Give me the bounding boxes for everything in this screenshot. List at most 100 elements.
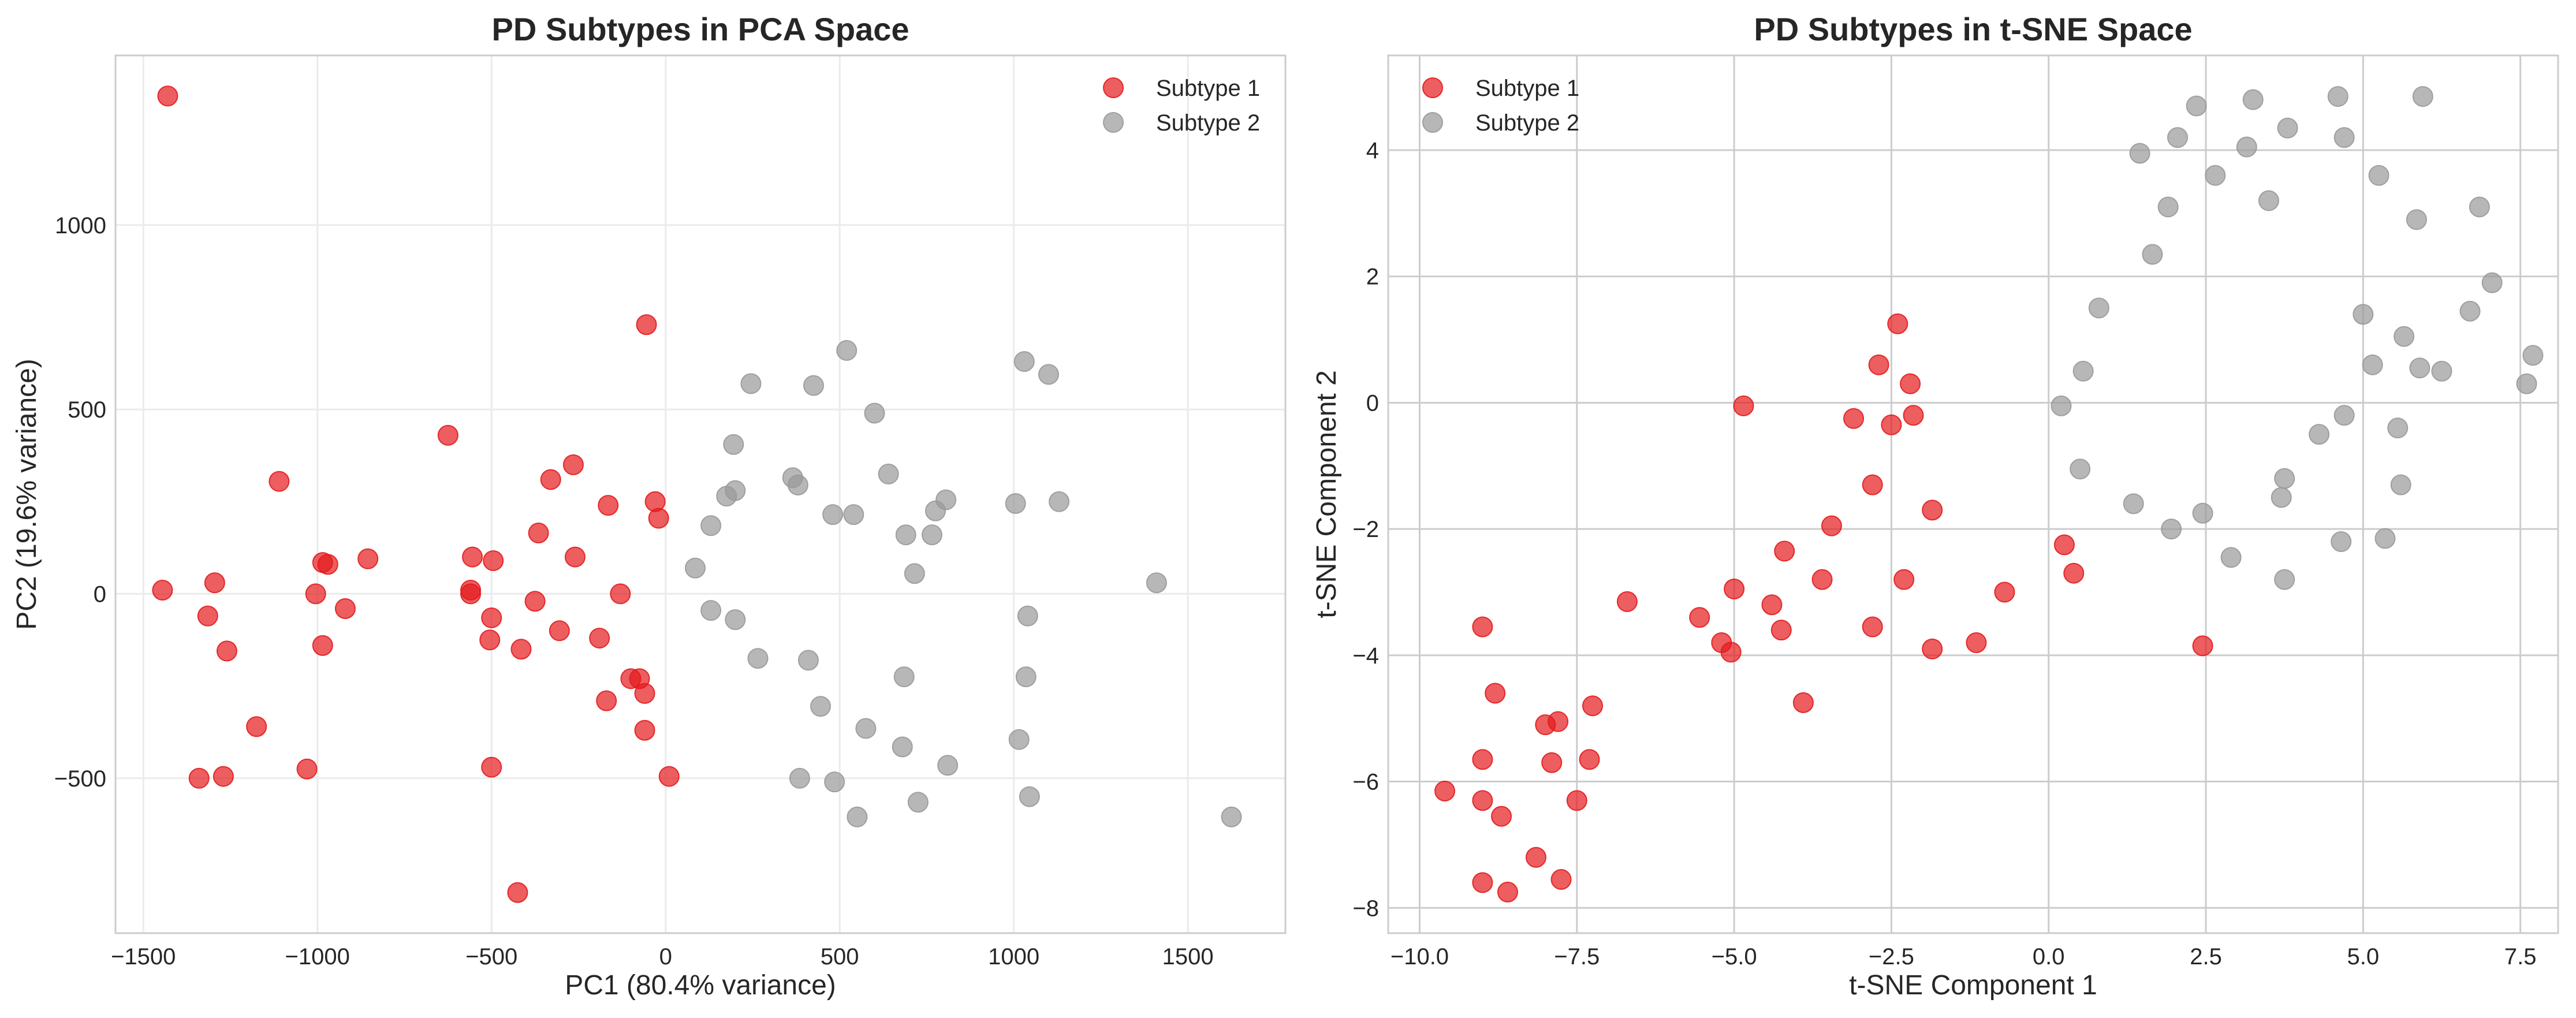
pca-x-tick-label: 1000	[988, 944, 1039, 969]
pca-point-subtype-1	[610, 583, 631, 605]
tsne-point-subtype-2	[2271, 487, 2292, 508]
tsne-legend-marker-subtype-2	[1422, 112, 1443, 133]
tsne-point-subtype-2	[2186, 95, 2207, 117]
tsne-y-tick-label: −6	[1352, 770, 1379, 795]
pca-point-subtype-1	[334, 598, 356, 619]
pca-point-subtype-2	[787, 475, 808, 496]
tsne-x-tick-label: −10.0	[1390, 944, 1449, 969]
pca-point-subtype-2	[843, 504, 864, 525]
pca-point-subtype-1	[204, 572, 225, 594]
pca-x-tick-label: −1500	[111, 944, 176, 969]
pca-point-subtype-1	[296, 758, 318, 780]
pca-point-subtype-2	[864, 402, 885, 424]
pca-point-subtype-2	[684, 557, 706, 579]
pca-point-subtype-2	[723, 434, 744, 455]
tsne-point-subtype-2	[2374, 528, 2396, 549]
tsne-point-subtype-2	[2236, 136, 2257, 158]
pca-point-subtype-2	[1005, 493, 1026, 514]
tsne-point-subtype-1	[1485, 683, 1506, 704]
tsne-point-subtype-1	[1566, 790, 1587, 811]
pca-point-subtype-2	[824, 771, 845, 793]
pca-point-subtype-2	[822, 504, 844, 525]
tsne-point-subtype-2	[2516, 373, 2537, 394]
pca-point-subtype-1	[562, 454, 584, 475]
pca-point-subtype-2	[1013, 351, 1035, 372]
tsne-point-subtype-2	[2409, 357, 2430, 379]
tsne-point-subtype-2	[2368, 165, 2389, 186]
tsne-point-subtype-1	[1472, 616, 1493, 637]
tsne-point-subtype-1	[1893, 569, 1915, 590]
pca-point-subtype-2	[725, 480, 746, 501]
tsne-point-subtype-1	[1582, 695, 1604, 717]
pca-point-subtype-2	[892, 736, 913, 758]
pca-legend-marker-subtype-2	[1103, 112, 1124, 133]
pca-point-subtype-1	[188, 767, 210, 789]
pca-point-subtype-2	[1038, 364, 1059, 385]
pca-point-subtype-1	[634, 719, 655, 741]
tsne-point-subtype-1	[1689, 607, 1710, 628]
tsne-point-subtype-2	[2431, 360, 2452, 382]
pca-point-subtype-1	[648, 508, 669, 529]
tsne-point-subtype-1	[1434, 780, 1456, 801]
tsne-point-subtype-1	[1887, 313, 1908, 334]
pca-point-subtype-2	[895, 524, 916, 546]
tsne-point-subtype-2	[2333, 127, 2355, 148]
tsne-y-tick-label: 4	[1366, 138, 1379, 163]
tsne-point-subtype-1	[1900, 373, 1921, 394]
tsne-point-subtype-2	[2220, 547, 2242, 568]
tsne-point-subtype-2	[2522, 345, 2544, 366]
tsne-point-subtype-1	[1472, 790, 1493, 811]
tsne-point-subtype-1	[1922, 499, 1943, 521]
tsne-point-subtype-2	[2277, 117, 2298, 139]
pca-point-subtype-2	[1015, 666, 1037, 688]
pca-point-subtype-2	[797, 650, 819, 671]
tsne-point-subtype-1	[2192, 635, 2213, 657]
tsne-point-subtype-2	[2331, 531, 2352, 553]
tsne-point-subtype-1	[1821, 515, 1842, 536]
pca-point-subtype-2	[789, 767, 810, 789]
tsne-tick-labels: −10.0 −7.5 −5.0 −2.5 0.0 2.5 5.0 7.5 −8 −6 −4 −2 0 2 4	[1352, 138, 2536, 969]
pca-point-subtype-2	[893, 666, 915, 688]
tsne-point-subtype-2	[2362, 354, 2383, 375]
tsne-point-subtype-2	[2469, 196, 2490, 218]
pca-point-subtype-2	[937, 755, 959, 776]
tsne-point-subtype-2	[2192, 502, 2213, 524]
tsne-point-subtype-1	[1761, 594, 1783, 616]
pca-point-subtype-2	[747, 648, 769, 669]
tsne-point-subtype-1	[1733, 395, 1754, 416]
tsne-point-subtype-1	[1966, 632, 1987, 653]
pca-x-tick-label: −500	[465, 944, 517, 969]
pca-point-subtype-2	[725, 609, 746, 631]
pca-x-axis-label: PC1 (80.4% variance)	[565, 970, 836, 1001]
pca-point-subtype-2	[1019, 786, 1040, 807]
tsne-x-tick-label: 2.5	[2190, 944, 2222, 969]
pca-y-tick-label: 500	[68, 397, 106, 423]
pca-legend-label-subtype-1: Subtype 1	[1156, 76, 1260, 101]
pca-plot-frame	[114, 54, 1287, 934]
pca-point-subtype-1	[197, 605, 218, 627]
pca-x-tick-label: 0	[659, 944, 672, 969]
pca-point-subtype-1	[598, 495, 619, 516]
tsne-x-tick-label: −7.5	[1554, 944, 1600, 969]
pca-point-subtype-2	[847, 806, 868, 827]
tsne-x-tick-label: 0.0	[2033, 944, 2065, 969]
tsne-point-subtype-1	[1881, 414, 1902, 435]
tsne-x-tick-label: 5.0	[2347, 944, 2380, 969]
tsne-point-subtype-1	[1541, 752, 1563, 773]
tsne-point-subtype-2	[2353, 304, 2374, 325]
pca-point-subtype-1	[460, 583, 482, 605]
pca-x-tick-label: 1500	[1162, 944, 1214, 969]
tsne-point-subtype-2	[2274, 569, 2295, 590]
tsne-point-subtype-1	[2053, 534, 2075, 555]
tsne-point-subtype-1	[1491, 806, 1512, 827]
tsne-point-subtype-2	[2274, 468, 2295, 489]
tsne-point-subtype-2	[2157, 196, 2179, 218]
pca-point-subtype-1	[524, 591, 546, 612]
pca-point-subtype-2	[740, 373, 762, 394]
tsne-point-subtype-2	[2161, 519, 2182, 540]
pca-panel: −1500 −1000 −500 0 500 1000 1500 −500 0 500 1000 P…	[12, 11, 1287, 1001]
tsne-legend: Subtype 1 Subtype 2	[1422, 76, 1579, 136]
tsne-point-subtype-1	[1548, 711, 1569, 732]
pca-point-subtype-2	[855, 718, 877, 739]
